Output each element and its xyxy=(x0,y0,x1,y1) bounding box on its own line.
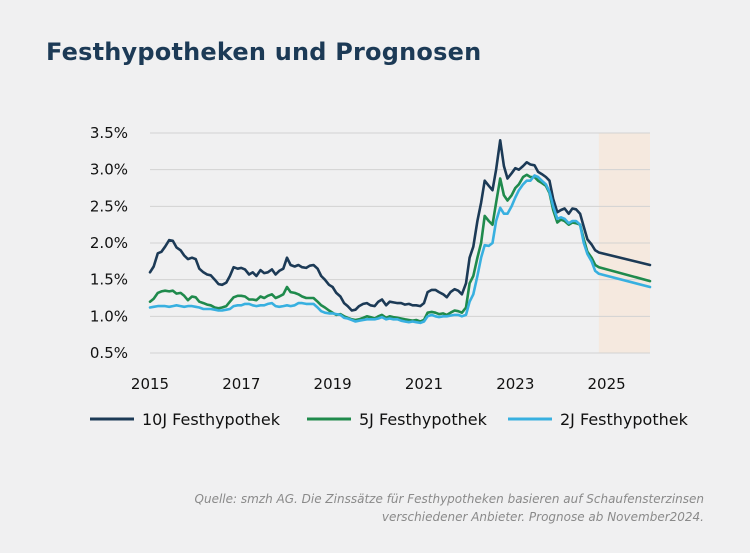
x-tick-label: 2015 xyxy=(131,375,169,393)
series-line-2j xyxy=(148,174,652,325)
y-tick-label: 2.0% xyxy=(90,234,128,252)
y-tick-label: 1.0% xyxy=(90,307,128,325)
x-tick-label: 2017 xyxy=(222,375,260,393)
y-tick-label: 3.0% xyxy=(90,161,128,179)
source-note: Quelle: smzh AG. Die Zinssätze für Festh… xyxy=(194,492,704,524)
chart-title: Festhypotheken und Prognosen xyxy=(46,38,482,66)
x-tick-label: 2019 xyxy=(314,375,352,393)
x-tick-label: 2025 xyxy=(588,375,626,393)
y-tick-label: 1.5% xyxy=(90,271,128,289)
y-tick-label: 0.5% xyxy=(90,344,128,362)
series-line-10j xyxy=(148,139,652,312)
legend-label: 2J Festhypothek xyxy=(560,410,689,429)
legend-label: 10J Festhypothek xyxy=(142,410,281,429)
series-line-5j xyxy=(148,173,652,323)
y-tick-label: 3.5% xyxy=(90,124,128,142)
x-tick-label: 2023 xyxy=(496,375,534,393)
legend-label: 5J Festhypothek xyxy=(359,410,488,429)
y-tick-label: 2.5% xyxy=(90,197,128,215)
x-tick-label: 2021 xyxy=(405,375,443,393)
